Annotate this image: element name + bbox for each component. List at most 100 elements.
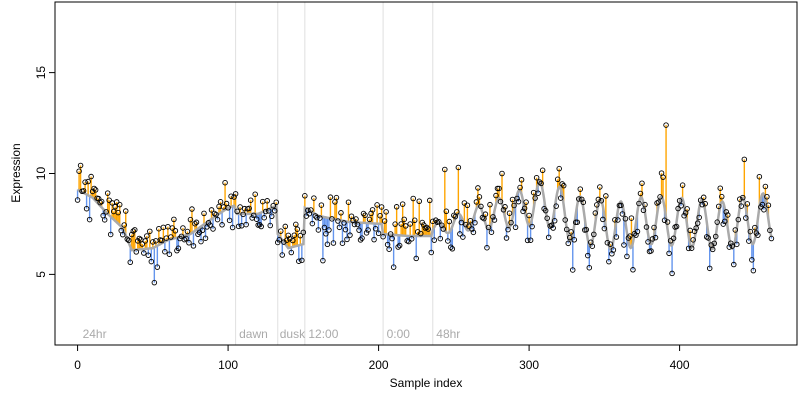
- data-point-235: [428, 249, 435, 256]
- data-point-79: [193, 219, 200, 226]
- data-point-126: [264, 198, 270, 204]
- data-point-443: [741, 156, 748, 163]
- data-point-427: [717, 185, 723, 191]
- data-point-75: [187, 216, 194, 223]
- data-point-365: [624, 253, 630, 260]
- data-point-4: [80, 188, 87, 194]
- data-point-275: [488, 229, 495, 235]
- data-point-282: [499, 170, 505, 177]
- data-point-318: [553, 203, 559, 209]
- data-point-98: [222, 179, 228, 186]
- data-point-418: [703, 234, 710, 240]
- data-point-7: [85, 178, 91, 185]
- data-point-124: [261, 214, 267, 221]
- data-point-431: [723, 209, 730, 215]
- data-point-203: [380, 233, 386, 240]
- data-point-368: [628, 215, 635, 221]
- data-point-155: [308, 207, 314, 213]
- data-point-177: [341, 220, 347, 226]
- data-point-170: [330, 240, 337, 246]
- data-point-455: [759, 201, 766, 208]
- data-point-202: [378, 204, 385, 210]
- data-point-35: [127, 259, 134, 266]
- data-point-450: [752, 224, 758, 231]
- data-point-291: [512, 224, 519, 231]
- data-point-406: [685, 245, 692, 252]
- data-point-434: [728, 240, 734, 246]
- data-point-89: [208, 207, 215, 213]
- data-point-2: [77, 162, 84, 169]
- data-point-28: [116, 201, 123, 208]
- data-point-38: [132, 227, 138, 233]
- data-point-416: [700, 194, 707, 201]
- data-point-294: [517, 184, 523, 191]
- data-point-227: [416, 198, 422, 205]
- data-point-1: [76, 168, 82, 174]
- data-point-295: [518, 177, 525, 183]
- data-point-45: [142, 238, 149, 244]
- data-point-390: [661, 217, 668, 224]
- data-point-449: [750, 267, 757, 274]
- data-point-196: [369, 207, 376, 213]
- data-point-364: [622, 216, 629, 222]
- data-point-46: [144, 233, 150, 239]
- data-point-363: [621, 242, 627, 248]
- data-point-338: [583, 226, 590, 233]
- data-point-147: [296, 258, 302, 264]
- data-point-119: [253, 216, 260, 222]
- data-point-184: [351, 221, 358, 228]
- data-point-104: [231, 194, 237, 200]
- data-point-112: [243, 221, 249, 228]
- data-point-139: [284, 237, 290, 243]
- data-point-127: [265, 208, 272, 214]
- data-point-216: [399, 201, 406, 207]
- data-point-320: [556, 165, 562, 172]
- data-point-403: [681, 212, 687, 219]
- data-point-401: [678, 202, 684, 209]
- data-point-274: [487, 201, 493, 208]
- data-point-439: [735, 216, 742, 223]
- data-point-349: [600, 216, 606, 223]
- data-point-405: [684, 206, 690, 212]
- data-point-395: [669, 270, 675, 277]
- data-point-237: [431, 237, 438, 243]
- data-point-247: [446, 218, 453, 225]
- data-point-49: [148, 258, 155, 265]
- data-point-384: [652, 234, 659, 241]
- data-point-178: [342, 226, 349, 233]
- data-point-408: [688, 245, 695, 251]
- data-point-343: [591, 231, 597, 238]
- data-point-107: [235, 223, 242, 230]
- data-point-435: [729, 243, 736, 249]
- data-point-306: [535, 190, 541, 196]
- data-point-10: [89, 188, 96, 195]
- data-point-319: [554, 176, 561, 183]
- data-point-325: [563, 226, 570, 233]
- data-point-269: [479, 214, 486, 221]
- data-point-164: [321, 224, 328, 231]
- data-point-342: [589, 243, 596, 249]
- data-point-30: [119, 231, 126, 238]
- data-point-83: [199, 227, 206, 234]
- y-tick-label-15: 15: [34, 66, 48, 80]
- data-point-5: [82, 179, 88, 185]
- data-point-386: [655, 199, 662, 205]
- data-point-72: [183, 235, 189, 242]
- data-point-281: [497, 198, 504, 205]
- data-point-313: [545, 234, 552, 241]
- y-tick-label-5: 5: [34, 271, 48, 278]
- phase-label-5: 48hr: [436, 327, 460, 341]
- data-point-305: [533, 174, 540, 181]
- data-point-417: [702, 200, 708, 207]
- data-point-389: [660, 174, 666, 180]
- data-point-264: [472, 219, 478, 226]
- data-point-438: [734, 241, 740, 248]
- data-point-12: [92, 187, 99, 193]
- data-point-332: [574, 219, 581, 225]
- data-point-316: [550, 225, 556, 231]
- data-point-412: [694, 220, 701, 226]
- data-point-327: [566, 234, 573, 241]
- data-point-133: [275, 239, 281, 246]
- data-point-262: [469, 226, 475, 232]
